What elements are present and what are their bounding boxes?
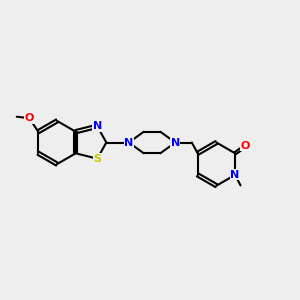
Text: S: S (93, 154, 101, 164)
Text: N: N (230, 170, 240, 180)
Text: O: O (25, 113, 34, 123)
Text: N: N (93, 121, 102, 131)
Text: O: O (241, 141, 250, 151)
Text: N: N (171, 137, 180, 148)
Text: N: N (124, 137, 134, 148)
